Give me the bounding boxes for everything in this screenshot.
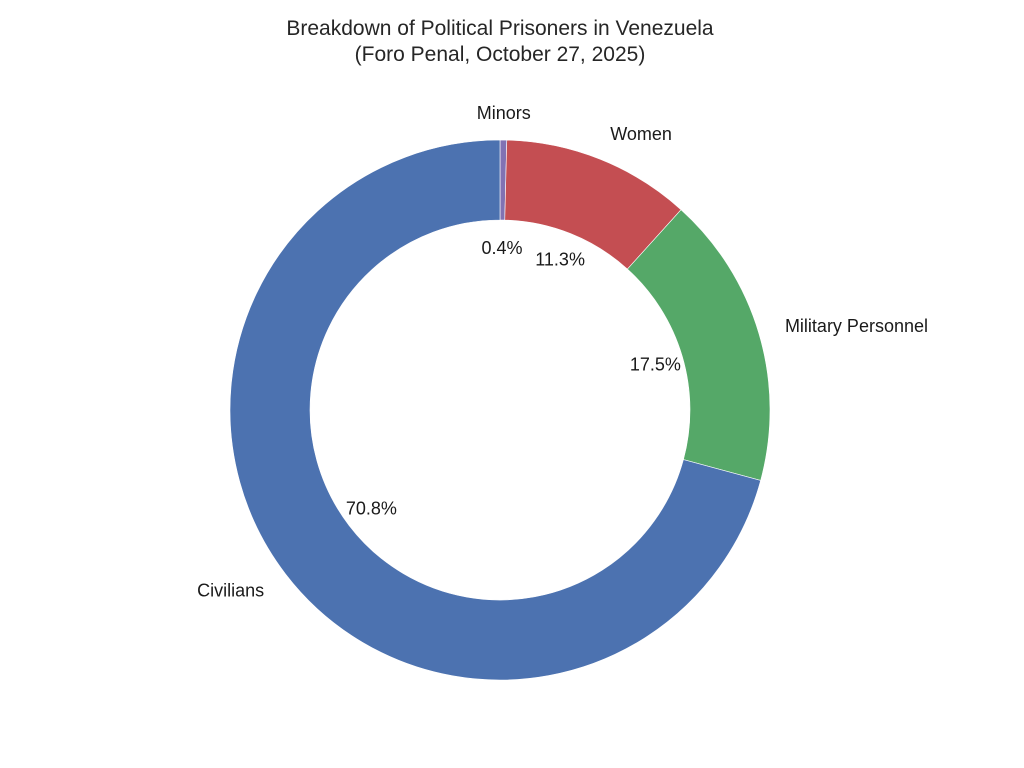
slice-label-women: Women [610,124,672,144]
chart-subtitle: (Foro Penal, October 27, 2025) [355,43,646,66]
donut-slices [229,139,771,681]
slice-civilians [229,139,762,681]
pct-label-civilians: 70.8% [346,498,397,518]
slice-label-civilians: Civilians [197,581,264,601]
slice-label-minors: Minors [477,103,531,123]
slice-label-military-personnel: Military Personnel [785,316,928,336]
pct-label-military-personnel: 17.5% [630,354,681,374]
slice-military-personnel [627,209,771,481]
chart-title: Breakdown of Political Prisoners in Vene… [286,17,714,40]
slice-labels: Minors 0.4% Women 11.3% Military Personnel 17… [197,103,928,601]
pct-label-minors: 0.4% [482,238,523,258]
pct-label-women: 11.3% [535,250,585,270]
